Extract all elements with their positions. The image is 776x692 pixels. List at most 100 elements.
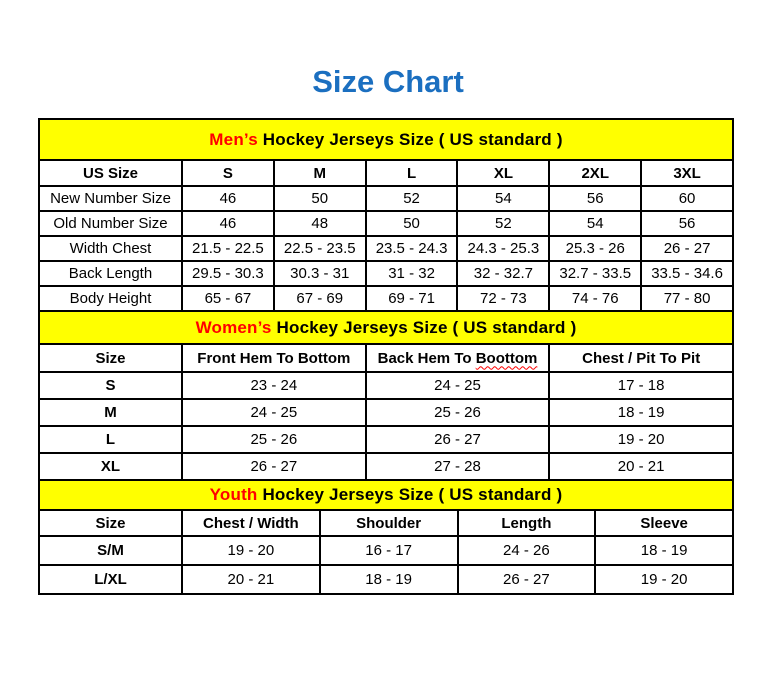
table-cell: 25 - 26	[181, 425, 367, 454]
table-row: Back Length 29.5 - 30.3 30.3 - 31 31 - 3…	[38, 260, 734, 287]
table-cell: 20 - 21	[181, 564, 321, 595]
table-cell: 27 - 28	[364, 452, 551, 481]
table-cell: 56	[640, 210, 734, 237]
table-cell: 19 - 20	[594, 564, 734, 595]
row-label: S/M	[38, 535, 183, 566]
table-cell: 60	[640, 185, 734, 212]
mens-banner-text: Hockey Jerseys Size ( US standard )	[257, 129, 563, 149]
table-cell: 25 - 26	[364, 398, 551, 427]
row-label: Body Height	[38, 285, 183, 312]
youth-header-row: Size Chest / Width Shoulder Length Sleev…	[38, 509, 734, 537]
table-row: New Number Size 46 50 52 54 56 60	[38, 185, 734, 212]
table-cell: 23 - 24	[181, 371, 367, 400]
mens-section-banner: Men’s Hockey Jerseys Size ( US standard …	[38, 118, 734, 161]
row-label: Width Chest	[38, 235, 183, 262]
table-cell: 17 - 18	[548, 371, 734, 400]
page-title: Size Chart	[312, 64, 464, 99]
table-cell: 32.7 - 33.5	[548, 260, 643, 287]
table-row: L/XL 20 - 21 18 - 19 26 - 27 19 - 20	[38, 564, 734, 595]
table-cell: 29.5 - 30.3	[181, 260, 275, 287]
womens-banner-text: Hockey Jerseys Size ( US standard )	[271, 317, 577, 337]
table-cell: 50	[364, 210, 459, 237]
table-cell: 46	[181, 185, 275, 212]
column-header: XL	[456, 159, 551, 187]
table-cell: 54	[548, 210, 643, 237]
womens-banner-highlight: Women’s	[195, 317, 272, 337]
table-cell: 33.5 - 34.6	[640, 260, 734, 287]
column-header: Length	[456, 509, 597, 537]
table-cell: 31 - 32	[364, 260, 459, 287]
table-cell: 26 - 27	[181, 452, 367, 481]
table-cell: 72 - 73	[456, 285, 551, 312]
youth-size-table: Youth Hockey Jerseys Size ( US standard …	[38, 479, 734, 595]
row-label: L	[38, 425, 183, 454]
table-cell: 24 - 25	[181, 398, 367, 427]
table-row: Width Chest 21.5 - 22.5 22.5 - 23.5 23.5…	[38, 235, 734, 262]
table-cell: 52	[456, 210, 551, 237]
womens-section-banner: Women’s Hockey Jerseys Size ( US standar…	[38, 310, 734, 345]
table-row: XL 26 - 27 27 - 28 20 - 21	[38, 452, 734, 481]
column-header: L	[364, 159, 459, 187]
column-header: Back Hem To Boottom	[364, 343, 551, 373]
table-cell: 24.3 - 25.3	[456, 235, 551, 262]
mens-banner-highlight: Men’s	[209, 129, 258, 149]
table-cell: 67 - 69	[272, 285, 367, 312]
table-cell: 18 - 19	[594, 535, 734, 566]
youth-section-banner: Youth Hockey Jerseys Size ( US standard …	[38, 479, 734, 511]
column-header: Chest / Pit To Pit	[548, 343, 734, 373]
table-cell: 26 - 27	[364, 425, 551, 454]
youth-banner-text: Hockey Jerseys Size ( US standard )	[257, 485, 563, 504]
row-label: XL	[38, 452, 183, 481]
mens-header-row: US Size S M L XL 2XL 3XL	[38, 159, 734, 187]
table-cell: 77 - 80	[640, 285, 734, 312]
column-header: Chest / Width	[181, 509, 321, 537]
table-cell: 46	[181, 210, 275, 237]
table-cell: 56	[548, 185, 643, 212]
table-cell: 20 - 21	[548, 452, 734, 481]
table-cell: 24 - 25	[364, 371, 551, 400]
row-label: M	[38, 398, 183, 427]
column-header: US Size	[38, 159, 183, 187]
table-cell: 26 - 27	[456, 564, 597, 595]
table-cell: 52	[364, 185, 459, 212]
table-cell: 16 - 17	[318, 535, 459, 566]
table-cell: 25.3 - 26	[548, 235, 643, 262]
table-cell: 18 - 19	[318, 564, 459, 595]
table-cell: 54	[456, 185, 551, 212]
table-cell: 24 - 26	[456, 535, 597, 566]
table-cell: 22.5 - 23.5	[272, 235, 367, 262]
column-header: Sleeve	[594, 509, 734, 537]
womens-size-table: Women’s Hockey Jerseys Size ( US standar…	[38, 310, 734, 481]
table-cell: 65 - 67	[181, 285, 275, 312]
table-cell: 19 - 20	[181, 535, 321, 566]
table-cell: 69 - 71	[364, 285, 459, 312]
misspelled-word-squiggle: Boottom	[475, 349, 538, 367]
table-row: M 24 - 25 25 - 26 18 - 19	[38, 398, 734, 427]
column-header: M	[272, 159, 367, 187]
table-row: S 23 - 24 24 - 25 17 - 18	[38, 371, 734, 400]
column-header: 2XL	[548, 159, 643, 187]
table-cell: 30.3 - 31	[272, 260, 367, 287]
row-label: Old Number Size	[38, 210, 183, 237]
table-cell: 21.5 - 22.5	[181, 235, 275, 262]
table-row: Body Height 65 - 67 67 - 69 69 - 71 72 -…	[38, 285, 734, 312]
row-label: S	[38, 371, 183, 400]
table-cell: 26 - 27	[640, 235, 734, 262]
column-header-text: Back Hem To	[377, 349, 476, 367]
row-label: New Number Size	[38, 185, 183, 212]
table-cell: 18 - 19	[548, 398, 734, 427]
column-header: Size	[38, 509, 183, 537]
youth-banner-highlight: Youth	[209, 485, 258, 504]
table-cell: 23.5 - 24.3	[364, 235, 459, 262]
table-cell: 74 - 76	[548, 285, 643, 312]
row-label: L/XL	[38, 564, 183, 595]
column-header: Shoulder	[318, 509, 459, 537]
table-row: S/M 19 - 20 16 - 17 24 - 26 18 - 19	[38, 535, 734, 566]
table-cell: 32 - 32.7	[456, 260, 551, 287]
table-row: Old Number Size 46 48 50 52 54 56	[38, 210, 734, 237]
column-header: Front Hem To Bottom	[181, 343, 367, 373]
size-chart-tables: Men’s Hockey Jerseys Size ( US standard …	[38, 118, 734, 595]
mens-size-table: Men’s Hockey Jerseys Size ( US standard …	[38, 118, 734, 312]
column-header: Size	[38, 343, 183, 373]
